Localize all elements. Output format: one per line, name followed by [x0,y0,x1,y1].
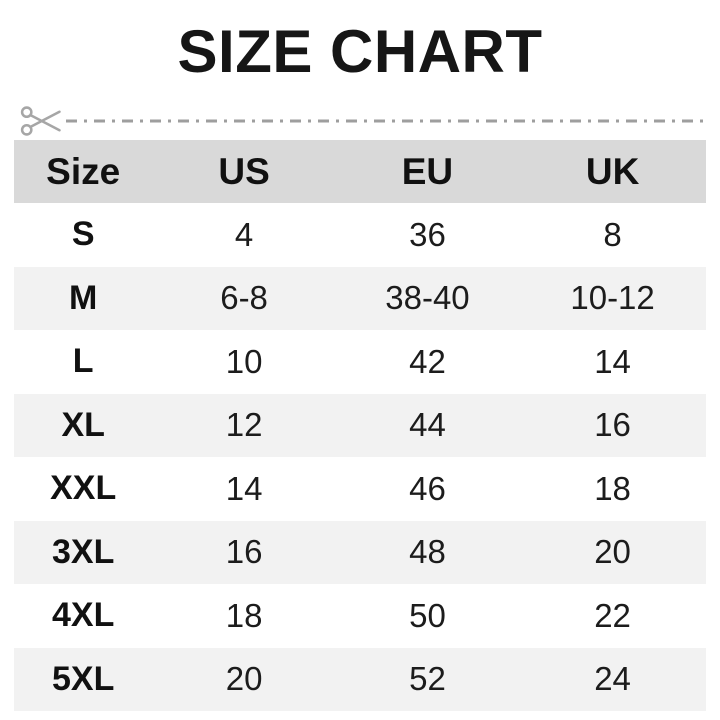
uk-cell: 22 [594,596,631,634]
us-cell: 14 [225,469,263,507]
us-cell: 10 [225,342,263,380]
us-cell: 12 [225,406,263,444]
table-row-m: M 6-8 38-40 10-12 [14,266,706,330]
eu-cell: 38-40 [385,279,470,317]
uk-cell: 18 [594,469,631,507]
size-cell: L [72,342,94,381]
eu-cell: 36 [409,215,446,253]
us-cell: 18 [225,596,263,634]
eu-cell: 50 [409,596,446,634]
size-cell: 4XL [52,596,115,635]
us-cell: 6-8 [220,279,268,317]
uk-cell: 16 [594,406,631,444]
eu-cell: 46 [409,469,446,507]
size-cell: M [69,278,98,317]
table-header-row: Size US EU UK [14,140,706,203]
eu-cell: 42 [409,342,446,380]
column-header-uk: UK [585,150,640,192]
table-row-xxl: XXL 14 46 18 [14,457,706,521]
eu-cell: 48 [409,533,446,571]
us-cell: 4 [234,215,254,253]
uk-cell: 14 [594,342,631,380]
column-header-us: US [218,150,270,192]
page-title: SIZE CHART [177,17,543,85]
size-cell: 5XL [52,659,115,698]
table-row-4xl: 4XL 18 50 22 [14,584,706,648]
eu-cell: 44 [409,406,446,444]
table-row-s: S 4 36 8 [14,203,706,267]
eu-cell: 52 [409,660,446,698]
scissors-icon [20,106,61,136]
size-table: Size US EU UK S 4 36 8 M 6-8 38-40 10-12… [14,140,706,711]
column-header-eu: EU [401,150,454,192]
uk-cell: 8 [603,215,622,253]
table-row-xl: XL 12 44 16 [14,393,706,457]
us-cell: 20 [225,660,263,698]
size-cell: XXL [50,469,117,508]
table-row-5xl: 5XL 20 52 24 [14,647,706,711]
column-header-size: Size [46,150,121,192]
uk-cell: 24 [594,660,631,698]
dashed-cut-line [66,119,706,123]
size-cell: XL [61,405,105,444]
uk-cell: 10-12 [570,279,655,317]
cut-line [0,102,720,140]
table-row-l: L 10 42 14 [14,330,706,394]
size-cell: S [71,215,95,254]
us-cell: 16 [225,533,263,571]
table-row-3xl: 3XL 16 48 20 [14,520,706,584]
uk-cell: 20 [594,533,631,571]
size-cell: 3XL [52,532,115,571]
